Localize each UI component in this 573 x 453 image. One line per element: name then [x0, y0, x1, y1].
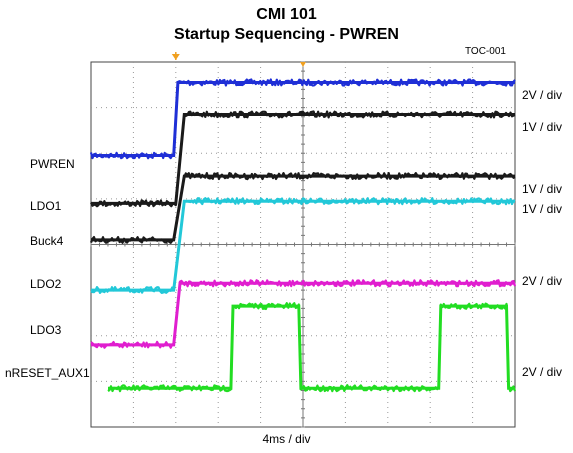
chart-subtitle: Startup Sequencing - PWREN — [174, 26, 399, 43]
scale-ldo2: 1V / div — [522, 202, 563, 216]
trace-label-pwren: PWREN — [30, 157, 75, 171]
figure-id: TOC-001 — [465, 46, 506, 57]
trace-core-ldo3 — [91, 281, 515, 347]
trace-core-ldo2 — [91, 199, 515, 292]
trace-label-nreset-aux1: nRESET_AUX1 — [5, 366, 90, 380]
trace-nreset-aux1 — [107, 302, 517, 393]
chart-title: CMI 101 — [256, 6, 317, 23]
scale-ldo1: 1V / div — [522, 120, 563, 134]
trace-core-buck4 — [91, 174, 515, 242]
trace-core-nreset-aux1 — [108, 304, 515, 390]
trace-core-ldo1 — [91, 113, 515, 205]
scale-nreset-aux1: 2V / div — [522, 365, 563, 379]
scale-pwren: 2V / div — [522, 88, 563, 102]
trace-label-ldo2: LDO2 — [30, 277, 62, 291]
trace-label-buck4: Buck4 — [30, 234, 64, 248]
trace-label-ldo3: LDO3 — [30, 323, 62, 337]
scale-ldo3: 2V / div — [522, 274, 563, 288]
trace-core-pwren — [91, 81, 515, 157]
time-reference-marker-icon — [300, 62, 306, 67]
trace-label-ldo1: LDO1 — [30, 199, 62, 213]
scale-buck4: 1V / div — [522, 182, 563, 196]
trace-ldo2 — [90, 197, 516, 294]
x-axis-label: 4ms / div — [262, 432, 311, 446]
